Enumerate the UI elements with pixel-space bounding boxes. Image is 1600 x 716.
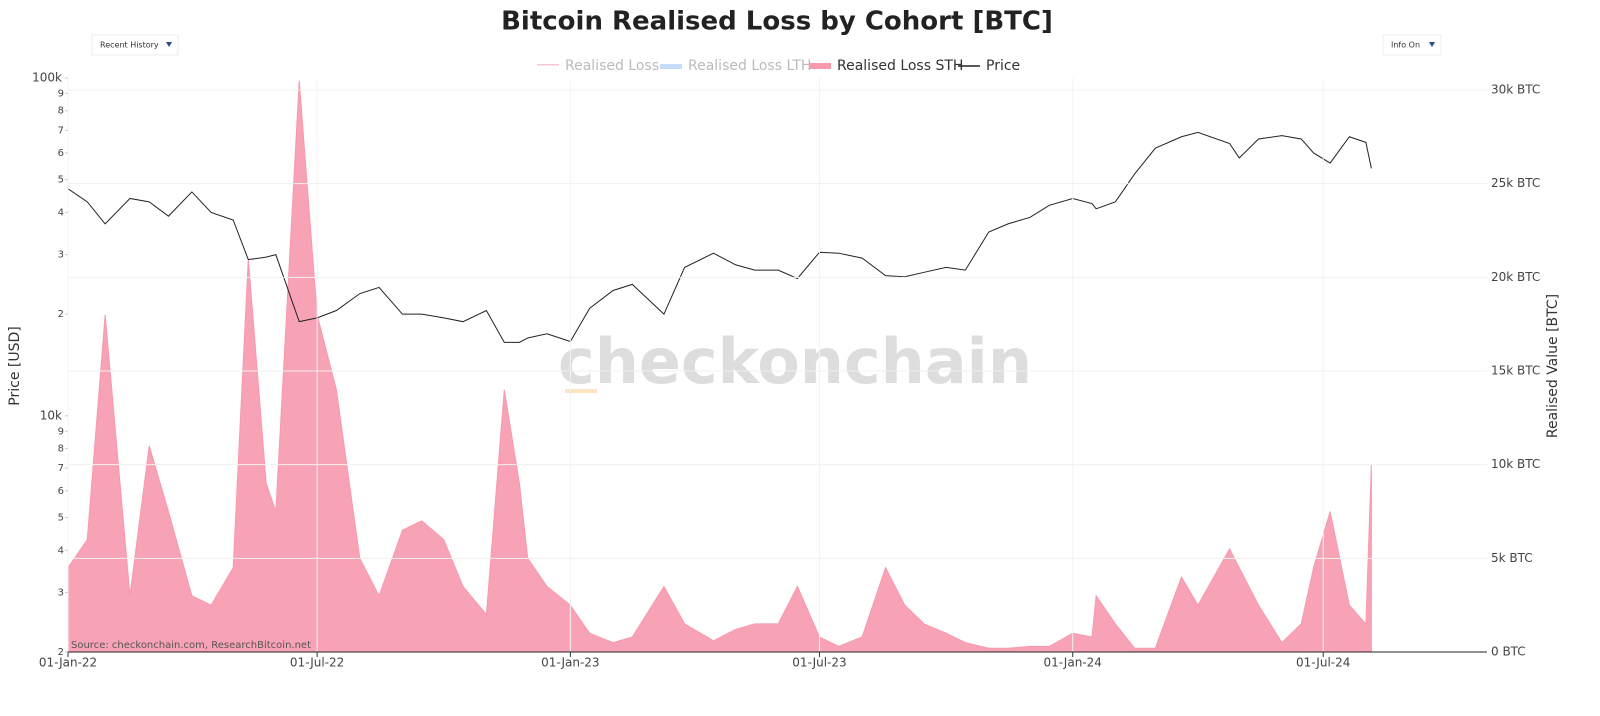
legend-swatch bbox=[809, 63, 831, 69]
y-tick-label: 3 bbox=[58, 250, 64, 261]
watermark: checkonchain bbox=[558, 325, 1032, 398]
dropdown-arrow bbox=[1429, 42, 1435, 47]
y2-tick-label: 15k BTC bbox=[1491, 364, 1540, 378]
chart-title: Bitcoin Realised Loss by Cohort [BTC] bbox=[501, 7, 1053, 37]
y2-tick-label: 30k BTC bbox=[1491, 83, 1540, 97]
x-tick-label: 01-Jan-24 bbox=[1044, 656, 1102, 670]
dropdown-arrow bbox=[166, 42, 172, 47]
y-tick-label: 6 bbox=[58, 148, 64, 159]
decoration bbox=[565, 389, 597, 393]
y-tick-label: 5 bbox=[58, 175, 64, 186]
price-line bbox=[68, 131, 1372, 343]
y-tick-label: 3 bbox=[58, 588, 64, 599]
legend-label[interactable]: Price bbox=[986, 58, 1020, 74]
dropdown-label[interactable]: Recent History bbox=[100, 41, 159, 50]
x-tick-label: 01-Jan-22 bbox=[39, 656, 97, 670]
y-tick-label: 100k bbox=[32, 71, 62, 85]
y-tick-label: 6 bbox=[58, 486, 64, 497]
y-tick-label: 2 bbox=[58, 309, 64, 320]
x-tick-label: 01-Jul-23 bbox=[792, 656, 846, 670]
y-tick-label: 8 bbox=[58, 444, 64, 455]
source-note: Source: checkonchain.com, ResearchBitcoi… bbox=[71, 640, 311, 651]
legend-label[interactable]: Realised Loss LTH bbox=[688, 58, 811, 74]
y2-tick-label: 20k BTC bbox=[1491, 270, 1540, 284]
y-tick-label: 2 bbox=[58, 647, 64, 658]
legend-label[interactable]: Realised Loss bbox=[565, 58, 659, 74]
legend-swatch bbox=[660, 64, 682, 69]
y-axis-title: Price [USD] bbox=[7, 326, 23, 405]
y2-axis-title: Realised Value [BTC] bbox=[1545, 294, 1561, 438]
dropdown[interactable] bbox=[91, 34, 179, 56]
y-tick-label: 9 bbox=[58, 426, 64, 437]
y2-tick-label: 10k BTC bbox=[1491, 457, 1540, 471]
dropdown[interactable] bbox=[1382, 34, 1442, 56]
y-tick-label: 8 bbox=[58, 106, 64, 117]
y2-tick-label: 5k BTC bbox=[1491, 551, 1533, 565]
y2-tick-label: 0 BTC bbox=[1491, 645, 1526, 659]
x-tick-label: 01-Jul-22 bbox=[290, 656, 344, 670]
x-tick-label: 01-Jul-24 bbox=[1296, 656, 1350, 670]
legend-swatch bbox=[537, 64, 559, 66]
x-tick-label: 01-Jan-23 bbox=[541, 656, 599, 670]
legend-label[interactable]: Realised Loss STH bbox=[837, 58, 963, 74]
y-tick-label: 5 bbox=[58, 513, 64, 524]
y2-tick-label: 25k BTC bbox=[1491, 176, 1540, 190]
y-tick-label: 9 bbox=[58, 88, 64, 99]
dropdown-label[interactable]: Info On bbox=[1391, 41, 1420, 50]
y-tick-label: 4 bbox=[58, 207, 64, 218]
y-tick-label: 10k bbox=[40, 408, 62, 422]
y-tick-label: 7 bbox=[58, 463, 64, 474]
y-tick-label: 4 bbox=[58, 545, 64, 556]
y-tick-label: 7 bbox=[58, 125, 64, 136]
